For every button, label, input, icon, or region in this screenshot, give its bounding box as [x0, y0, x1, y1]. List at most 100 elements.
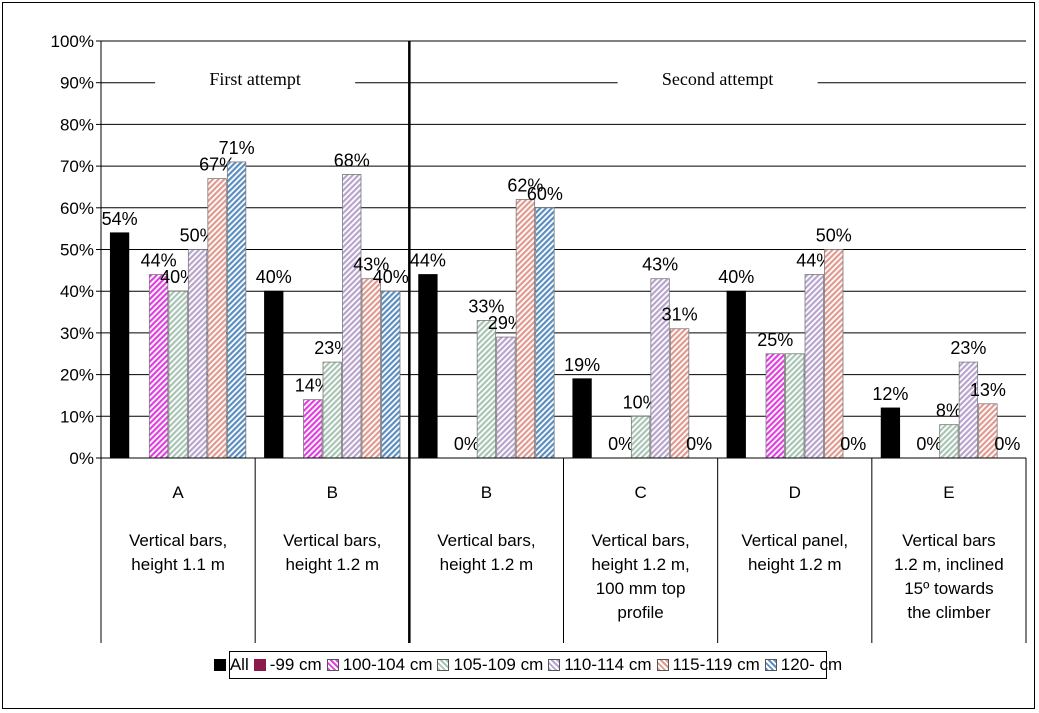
data-label: 0% [994, 434, 1020, 454]
category-description: Vertical bars [902, 531, 996, 550]
data-label: 0% [608, 434, 634, 454]
category-description: Vertical bars, [591, 531, 689, 550]
legend-label: 100-104 cm [342, 655, 433, 674]
bar [630, 415, 651, 459]
data-label: 10% [623, 392, 659, 412]
y-tick-label: 60% [60, 199, 94, 218]
legend-item: All [213, 655, 249, 675]
legend-item: 115-119 cm [656, 655, 760, 675]
category-description: 15º towards [904, 579, 993, 598]
category-description: 1.2 m, inclined [894, 555, 1004, 574]
data-label: 8% [936, 401, 962, 421]
category-description: height 1.2 m [440, 555, 534, 574]
bar [148, 274, 169, 459]
legend-swatch [764, 659, 777, 671]
data-label: 19% [564, 355, 600, 375]
y-tick-label: 40% [60, 282, 94, 301]
data-label: 43% [642, 255, 678, 275]
data-label: 67% [199, 155, 235, 175]
y-tick-label: 50% [60, 241, 94, 260]
bar [880, 407, 901, 459]
data-label: 0% [840, 434, 866, 454]
attempt-label: Second attempt [662, 69, 773, 89]
category-code: B [327, 483, 338, 502]
bar [958, 361, 979, 459]
data-label: 0% [686, 434, 712, 454]
legend-label: 120- cm [780, 655, 843, 674]
bar [264, 290, 284, 459]
legend-label: 115-119 cm [672, 655, 760, 674]
data-label: 23% [314, 338, 350, 358]
bar [187, 249, 208, 459]
bar [322, 361, 342, 459]
category-description: the climber [907, 603, 990, 622]
y-tick-label: 80% [60, 115, 94, 134]
bar [824, 249, 844, 459]
data-label: 40% [160, 267, 196, 287]
y-tick-label: 70% [60, 157, 94, 176]
data-label: 0% [916, 434, 942, 454]
data-label: 29% [488, 313, 524, 333]
bar [726, 290, 746, 459]
bar [496, 336, 516, 459]
legend: All -99 cm 100-104 cm 105-109 cm 110-114 cm 1… [213, 651, 842, 679]
legend-swatch [326, 659, 339, 671]
data-label: 0% [454, 434, 480, 454]
data-label: 14% [295, 376, 331, 396]
data-label: 31% [662, 305, 698, 325]
data-label: 23% [950, 338, 986, 358]
category-description: Vertical bars, [283, 531, 381, 550]
data-label: 60% [527, 184, 563, 204]
legend-label: 105-109 cm [453, 655, 544, 674]
category-description: Vertical bars, [437, 531, 535, 550]
y-tick-label: 0% [69, 449, 94, 468]
category-description: height 1.2 m, [591, 555, 689, 574]
category-description: profile [617, 603, 663, 622]
data-label: 33% [468, 296, 504, 316]
data-label: 68% [334, 150, 370, 170]
data-label: 44% [410, 251, 446, 271]
data-label: 13% [970, 380, 1006, 400]
bar [515, 199, 536, 459]
legend-swatch [437, 659, 450, 671]
bar [381, 290, 401, 459]
bar [939, 424, 959, 459]
bar [207, 178, 227, 459]
data-label: 40% [256, 267, 292, 287]
category-description: Vertical bars, [129, 531, 227, 550]
legend-item: 100-104 cm [326, 655, 433, 675]
data-label: 43% [353, 255, 389, 275]
category-code: C [634, 483, 646, 502]
bar [361, 278, 381, 459]
bar [765, 353, 785, 459]
bar [535, 207, 555, 459]
bar [418, 274, 438, 459]
category-description: height 1.2 m [285, 555, 379, 574]
category-code: A [172, 483, 184, 502]
legend-label: 110-114 cm [564, 655, 652, 674]
data-label: 12% [872, 384, 908, 404]
legend-item: -99 cm [253, 655, 322, 675]
y-tick-label: 30% [60, 324, 94, 343]
category-description: 100 mm top [596, 579, 686, 598]
legend-label: All [229, 655, 249, 674]
attempt-label: First attempt [209, 69, 301, 89]
legend-swatch [548, 659, 561, 671]
bar [109, 232, 130, 459]
category-code: D [789, 483, 801, 502]
bar [303, 399, 323, 459]
bar [804, 274, 824, 459]
data-label: 40% [718, 267, 754, 287]
data-label: 54% [102, 209, 138, 229]
legend-item: 105-109 cm [437, 655, 543, 675]
bar [342, 174, 362, 459]
bar [572, 378, 592, 459]
bar [168, 290, 188, 459]
bar [785, 353, 805, 459]
bar [226, 161, 247, 459]
y-tick-label: 10% [60, 407, 94, 426]
attempt-label-bg [617, 68, 818, 92]
bar-chart: 0%10%20%30%40%50%60%70%80%90%100%54%44%4… [51, 32, 1027, 643]
data-label: 50% [180, 226, 216, 246]
